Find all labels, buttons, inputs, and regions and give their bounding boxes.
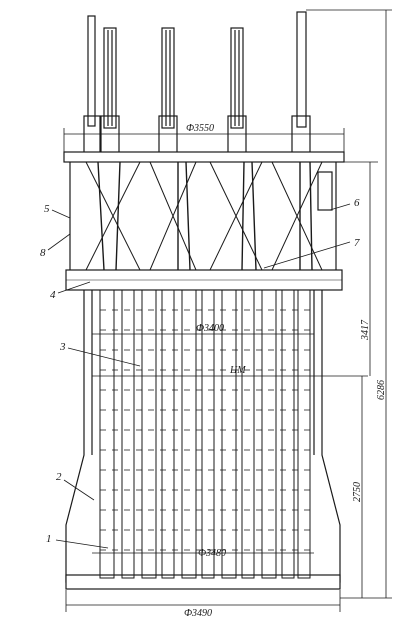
fuel-assembly-5 (181, 289, 197, 579)
part-label-3: 3 (59, 341, 66, 353)
spacer-grids (100, 309, 310, 551)
dimension-lines (306, 9, 392, 599)
top-flange (63, 151, 345, 163)
drive-rod-4 (230, 27, 244, 129)
fuel-assembly-11 (297, 289, 311, 579)
lower-diameter-label: Ф3480 (198, 548, 226, 559)
mid-diameter-label: Ф3400 (196, 323, 224, 334)
fuel-assembly-6 (201, 289, 215, 579)
part-6-bracket (317, 171, 333, 211)
center-mark-label: ЦМ (229, 365, 246, 376)
height-total-label: 6286 (376, 380, 387, 400)
fuel-assembly-3 (141, 289, 157, 579)
fuel-assembly-8 (241, 289, 255, 579)
part-number-labels: 1 2 3 4 5 6 7 8 (40, 197, 360, 545)
fuel-assembly-9 (261, 289, 277, 579)
rod-coupling-1 (83, 115, 101, 157)
dimension-labels: Ф3550 Ф3400 ЦМ Ф3480 Ф3490 3417 6286 275… (184, 123, 387, 619)
drive-rod-2 (103, 27, 117, 129)
part-label-8: 8 (40, 247, 46, 259)
bottom-diameter-label: Ф3490 (184, 608, 212, 619)
fuel-assemblies (92, 289, 330, 579)
bottom-plate (65, 574, 341, 590)
drive-rod-5 (296, 11, 307, 128)
drive-rods (83, 11, 311, 159)
core-barrel (65, 290, 341, 612)
part-label-2: 2 (56, 471, 62, 483)
leader-lines (47, 203, 351, 549)
part-label-5: 5 (44, 203, 50, 215)
part-label-4: 4 (50, 289, 56, 301)
part-label-6: 6 (354, 197, 360, 209)
drive-rod-3 (161, 27, 175, 129)
height-upper-label: 3417 (360, 319, 371, 341)
fuel-assembly-1 (99, 289, 115, 579)
drive-rod-1 (87, 15, 96, 127)
fuel-assembly-2 (121, 289, 135, 579)
part-label-7: 7 (354, 237, 360, 249)
top-diameter-label: Ф3550 (186, 123, 214, 134)
upper-frame (63, 128, 345, 291)
fuel-assembly-4 (161, 289, 175, 579)
drawing-body (47, 9, 392, 612)
upper-plenum (69, 157, 337, 274)
part-label-1: 1 (46, 533, 52, 545)
height-lower-label: 2750 (352, 482, 363, 502)
fuel-assembly-10 (281, 289, 295, 579)
fuel-assembly-7 (221, 289, 237, 579)
guide-tubes-cross (85, 161, 323, 271)
